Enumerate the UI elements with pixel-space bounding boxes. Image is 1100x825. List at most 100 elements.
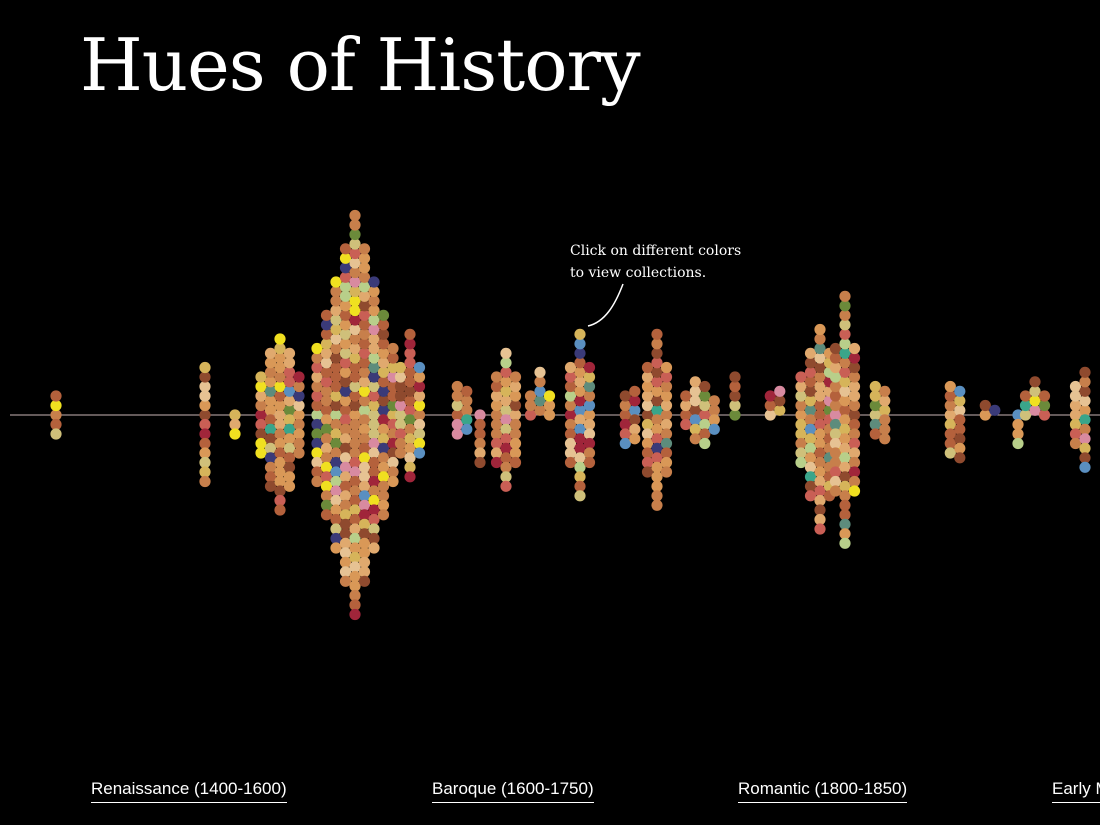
color-dot[interactable]	[848, 380, 861, 393]
color-dot[interactable]	[764, 390, 776, 402]
color-dot[interactable]	[879, 414, 891, 426]
color-dot[interactable]	[490, 399, 503, 412]
color-dot[interactable]	[814, 475, 826, 488]
color-dot[interactable]	[264, 480, 277, 492]
color-dot[interactable]	[699, 418, 711, 431]
color-dot[interactable]	[660, 418, 673, 431]
color-dot[interactable]	[349, 333, 361, 345]
color-dot[interactable]	[283, 347, 296, 359]
color-dot[interactable]	[641, 428, 654, 440]
color-dot[interactable]	[574, 395, 586, 407]
color-dot[interactable]	[954, 423, 966, 435]
color-dot[interactable]	[394, 380, 407, 393]
color-dot[interactable]	[358, 442, 371, 454]
color-dot[interactable]	[944, 418, 956, 431]
color-dot[interactable]	[358, 319, 371, 331]
color-dot[interactable]	[339, 442, 352, 454]
color-dot[interactable]	[368, 494, 380, 507]
color-dot[interactable]	[387, 456, 399, 469]
color-dot[interactable]	[199, 428, 211, 440]
color-dot[interactable]	[814, 428, 826, 440]
color-dot[interactable]	[377, 347, 390, 359]
color-dot[interactable]	[574, 357, 586, 369]
color-dot[interactable]	[1069, 409, 1082, 421]
color-dot[interactable]	[358, 338, 371, 350]
color-dot[interactable]	[339, 480, 352, 492]
color-dot[interactable]	[339, 404, 352, 416]
color-dot[interactable]	[680, 390, 692, 402]
color-dot[interactable]	[839, 414, 851, 426]
color-dot[interactable]	[199, 390, 211, 402]
color-dot[interactable]	[564, 399, 577, 412]
color-dot[interactable]	[814, 513, 826, 526]
color-dot[interactable]	[413, 437, 426, 450]
color-dot[interactable]	[848, 361, 861, 374]
color-dot[interactable]	[311, 409, 323, 421]
color-dot[interactable]	[954, 395, 966, 407]
color-dot[interactable]	[660, 456, 673, 469]
color-dot[interactable]	[264, 414, 277, 426]
color-dot[interactable]	[339, 300, 352, 312]
color-dot[interactable]	[368, 485, 380, 497]
color-dot[interactable]	[349, 504, 361, 516]
color-dot[interactable]	[583, 390, 596, 402]
color-dot[interactable]	[255, 447, 267, 459]
color-dot[interactable]	[377, 480, 390, 492]
color-dot[interactable]	[509, 390, 522, 402]
color-dot[interactable]	[814, 437, 826, 450]
color-dot[interactable]	[944, 390, 956, 402]
color-dot[interactable]	[358, 518, 371, 530]
color-dot[interactable]	[330, 475, 342, 488]
color-dot[interactable]	[339, 528, 352, 540]
color-dot[interactable]	[349, 523, 361, 535]
color-dot[interactable]	[330, 428, 342, 440]
color-dot[interactable]	[320, 509, 333, 521]
color-dot[interactable]	[387, 466, 399, 478]
color-dot[interactable]	[839, 290, 851, 302]
color-dot[interactable]	[500, 347, 512, 359]
color-dot[interactable]	[954, 414, 966, 426]
color-dot[interactable]	[829, 399, 842, 412]
color-dot[interactable]	[629, 395, 641, 407]
color-dot[interactable]	[451, 399, 463, 412]
color-dot[interactable]	[339, 490, 352, 502]
color-dot[interactable]	[839, 300, 851, 312]
color-dot[interactable]	[795, 390, 807, 402]
color-dot[interactable]	[814, 380, 826, 393]
color-dot[interactable]	[368, 352, 380, 364]
color-dot[interactable]	[358, 290, 371, 302]
color-dot[interactable]	[543, 399, 556, 412]
color-dot[interactable]	[651, 357, 663, 369]
color-dot[interactable]	[619, 418, 631, 431]
color-dot[interactable]	[404, 385, 416, 397]
color-dot[interactable]	[394, 390, 407, 402]
color-dot[interactable]	[368, 409, 380, 421]
color-dot[interactable]	[339, 547, 352, 559]
color-dot[interactable]	[543, 409, 556, 421]
color-dot[interactable]	[1019, 399, 1032, 412]
color-dot[interactable]	[689, 385, 701, 397]
color-dot[interactable]	[814, 323, 826, 336]
color-dot[interactable]	[564, 428, 577, 440]
color-dot[interactable]	[641, 399, 654, 412]
color-dot[interactable]	[330, 285, 342, 298]
color-dot[interactable]	[651, 404, 663, 416]
color-dot[interactable]	[339, 338, 352, 350]
color-dot[interactable]	[311, 371, 323, 383]
color-dot[interactable]	[311, 352, 323, 364]
color-dot[interactable]	[320, 357, 333, 369]
color-dot[interactable]	[651, 414, 663, 426]
color-dot[interactable]	[339, 499, 352, 511]
color-dot[interactable]	[349, 437, 361, 450]
color-dot[interactable]	[534, 376, 546, 388]
color-dot[interactable]	[368, 380, 380, 393]
color-dot[interactable]	[619, 399, 631, 412]
color-dot[interactable]	[311, 361, 323, 374]
color-dot[interactable]	[774, 385, 786, 397]
color-dot[interactable]	[490, 418, 503, 431]
color-dot[interactable]	[339, 252, 352, 264]
color-dot[interactable]	[293, 437, 305, 450]
color-dot[interactable]	[660, 437, 673, 450]
color-dot[interactable]	[1069, 437, 1082, 450]
color-dot[interactable]	[954, 442, 966, 454]
